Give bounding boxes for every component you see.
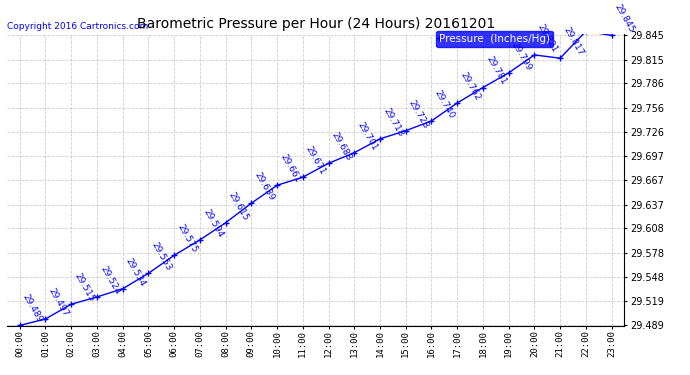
Pressure  (Inches/Hg) — [453, 101, 462, 105]
Pressure  (Inches/Hg) — [119, 286, 127, 291]
Pressure  (Inches/Hg) — [67, 302, 75, 306]
Text: 29.534: 29.534 — [124, 256, 148, 288]
Text: 29.661: 29.661 — [278, 153, 302, 184]
Text: 29.553: 29.553 — [150, 241, 173, 273]
Pressure  (Inches/Hg) — [350, 150, 358, 155]
Legend: Pressure  (Inches/Hg): Pressure (Inches/Hg) — [436, 31, 553, 47]
Text: 29.575: 29.575 — [175, 223, 199, 255]
Line: Pressure  (Inches/Hg): Pressure (Inches/Hg) — [17, 28, 614, 328]
Pressure  (Inches/Hg) — [170, 253, 178, 258]
Pressure  (Inches/Hg) — [324, 161, 333, 165]
Text: 29.639: 29.639 — [253, 171, 276, 202]
Pressure  (Inches/Hg) — [582, 29, 590, 33]
Pressure  (Inches/Hg) — [607, 33, 615, 38]
Pressure  (Inches/Hg) — [402, 129, 410, 133]
Text: 29.762: 29.762 — [458, 70, 482, 102]
Pressure  (Inches/Hg) — [479, 85, 487, 90]
Text: 29.615: 29.615 — [227, 190, 250, 222]
Pressure  (Inches/Hg) — [41, 316, 50, 321]
Pressure  (Inches/Hg) — [273, 183, 282, 188]
Text: 29.781: 29.781 — [484, 55, 508, 87]
Text: 29.845: 29.845 — [613, 3, 636, 34]
Text: 29.728: 29.728 — [407, 98, 431, 130]
Text: 29.688: 29.688 — [330, 131, 353, 162]
Text: Copyright 2016 Cartronics.com: Copyright 2016 Cartronics.com — [7, 22, 148, 31]
Pressure  (Inches/Hg) — [196, 238, 204, 242]
Text: 29.718: 29.718 — [382, 106, 405, 138]
Text: 29.594: 29.594 — [201, 207, 225, 239]
Text: 29.497: 29.497 — [47, 286, 70, 318]
Text: 29.817: 29.817 — [562, 26, 585, 57]
Pressure  (Inches/Hg) — [299, 175, 307, 179]
Text: 29.740: 29.740 — [433, 88, 456, 120]
Text: 29.799: 29.799 — [510, 40, 533, 72]
Text: 29.524: 29.524 — [98, 264, 121, 296]
Pressure  (Inches/Hg) — [376, 136, 384, 141]
Pressure  (Inches/Hg) — [504, 70, 513, 75]
Text: 29.515: 29.515 — [72, 272, 96, 303]
Text: 29.701: 29.701 — [355, 120, 379, 152]
Title: Barometric Pressure per Hour (24 Hours) 20161201: Barometric Pressure per Hour (24 Hours) … — [137, 17, 495, 31]
Text: 29.821: 29.821 — [535, 22, 559, 54]
Pressure  (Inches/Hg) — [556, 56, 564, 60]
Pressure  (Inches/Hg) — [530, 53, 538, 57]
Pressure  (Inches/Hg) — [93, 295, 101, 299]
Pressure  (Inches/Hg) — [221, 220, 230, 225]
Pressure  (Inches/Hg) — [144, 271, 152, 276]
Pressure  (Inches/Hg) — [16, 323, 24, 328]
Pressure  (Inches/Hg) — [247, 201, 255, 206]
Text: 29.850: 29.850 — [0, 374, 1, 375]
Text: 29.489: 29.489 — [21, 293, 45, 325]
Pressure  (Inches/Hg) — [427, 118, 435, 123]
Text: 29.671: 29.671 — [304, 144, 328, 176]
